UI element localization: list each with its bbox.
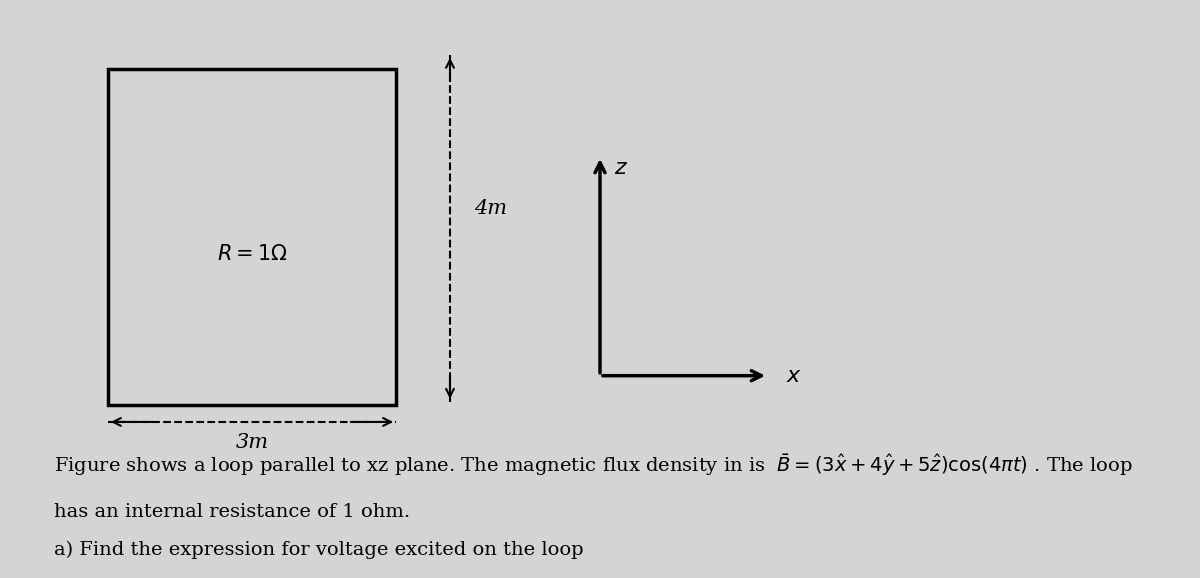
- Bar: [108, 69, 396, 405]
- Text: 3m: 3m: [235, 433, 269, 451]
- Text: $R=1\Omega$: $R=1\Omega$: [217, 244, 287, 264]
- Text: a) Find the expression for voltage excited on the loop: a) Find the expression for voltage excit…: [54, 541, 583, 560]
- Text: Figure shows a loop parallel to xz plane. The magnetic flux density in is  $\bar: Figure shows a loop parallel to xz plane…: [54, 453, 1133, 478]
- Text: 4m: 4m: [474, 199, 508, 217]
- Text: has an internal resistance of 1 ohm.: has an internal resistance of 1 ohm.: [54, 502, 410, 521]
- Text: $x$: $x$: [786, 365, 802, 387]
- Text: $z$: $z$: [614, 157, 629, 179]
